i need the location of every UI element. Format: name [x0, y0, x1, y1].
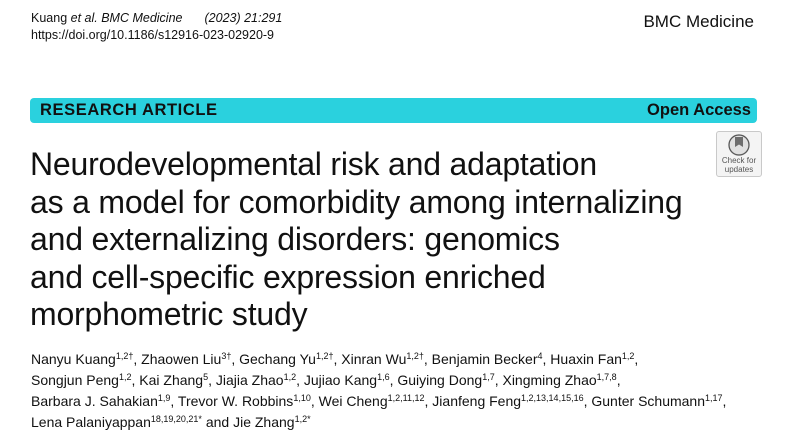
author-separator: , — [494, 372, 503, 388]
author-name[interactable]: Jiajia Zhao — [215, 372, 284, 388]
author-name[interactable]: Gechang Yu — [239, 351, 316, 367]
check-for-updates-line1: Check for — [721, 156, 757, 165]
author-separator: , — [616, 372, 621, 388]
author-line: Nanyu Kuang1,2†, Zhaowen Liu3†, Gechang … — [31, 349, 771, 370]
citation-authors: Kuang — [31, 11, 71, 25]
author-list: Nanyu Kuang1,2†, Zhaowen Liu3†, Gechang … — [31, 349, 771, 433]
author-separator: and — [201, 414, 234, 430]
citation-header: Kuang et al. BMC Medicine (2023) 21:291 h… — [31, 10, 282, 44]
title-line-3: and externalizing disorders: genomics — [30, 221, 560, 257]
article-title: Neurodevelopmental risk and adaptation a… — [30, 146, 760, 334]
author-separator: , — [310, 393, 319, 409]
author-separator: , — [542, 351, 551, 367]
title-line-1: Neurodevelopmental risk and adaptation — [30, 146, 597, 182]
author-affiliation-marks: 5 — [203, 372, 209, 382]
author-name[interactable]: Nanyu Kuang — [31, 351, 116, 367]
author-separator: , — [296, 372, 304, 388]
open-access-label: Open Access — [647, 101, 751, 119]
check-for-updates-line2: updates — [724, 165, 754, 174]
check-for-updates-icon — [728, 134, 750, 156]
author-name[interactable]: Kai Zhang — [139, 372, 204, 388]
author-affiliation-marks: 1,2,13,14,15,16 — [521, 393, 584, 403]
author-line: Songjun Peng1,2, Kai Zhang5, Jiajia Zhao… — [31, 370, 771, 391]
author-name[interactable]: Huaxin Fan — [550, 351, 622, 367]
author-affiliation-marks: 1,2 — [118, 372, 132, 382]
author-name[interactable]: Lena Palaniyappan — [31, 414, 151, 430]
title-line-4: and cell-specific expression enriched — [30, 258, 546, 295]
citation-line: Kuang et al. BMC Medicine (2023) 21:291 — [31, 10, 282, 27]
author-affiliation-marks: 1,7,8 — [596, 372, 617, 382]
doi-link[interactable]: https://doi.org/10.1186/s12916-023-02920… — [31, 28, 275, 42]
author-name[interactable]: Wei Cheng — [318, 393, 388, 409]
author-name[interactable]: Zhaowen Liu — [141, 351, 222, 367]
author-name[interactable]: Jujiao Kang — [303, 372, 378, 388]
author-name[interactable]: Songjun Peng — [31, 372, 119, 388]
author-name[interactable]: Guiying Dong — [397, 372, 483, 388]
article-type-label: RESEARCH ARTICLE — [40, 101, 218, 119]
author-affiliation-marks: 1,9 — [157, 393, 171, 403]
author-name[interactable]: Benjamin Becker — [431, 351, 538, 367]
article-type-banner: RESEARCH ARTICLE Open Access — [30, 98, 757, 123]
title-line-5: morphometric study — [30, 296, 308, 332]
author-affiliation-marks: 4 — [537, 351, 543, 361]
author-affiliation-marks: 1,7 — [482, 372, 495, 382]
author-separator: , — [424, 393, 433, 409]
author-affiliation-marks: 1,6 — [377, 372, 390, 382]
author-affiliation-marks: 3† — [221, 351, 232, 361]
author-separator: , — [231, 351, 240, 367]
author-separator: , — [131, 372, 140, 388]
citation-year-volume: (2023) 21:291 — [204, 11, 283, 25]
check-for-updates-button[interactable]: Check for updates — [716, 131, 762, 177]
author-affiliation-marks: 1,2,11,12 — [387, 393, 425, 403]
author-affiliation-marks: 1,2 — [283, 372, 297, 382]
author-name[interactable]: Trevor W. Robbins — [177, 393, 294, 409]
author-separator: , — [170, 393, 178, 409]
author-separator: , — [722, 393, 727, 409]
author-separator: , — [423, 351, 432, 367]
author-line: Barbara J. Sahakian1,9, Trevor W. Robbin… — [31, 391, 771, 412]
author-affiliation-marks: 18,19,20,21* — [150, 414, 202, 424]
author-name[interactable]: Barbara J. Sahakian — [31, 393, 158, 409]
author-affiliation-marks: 1,10 — [293, 393, 311, 403]
author-separator: , — [634, 351, 639, 367]
citation-et-al: et al. — [70, 11, 98, 25]
author-affiliation-marks: 1,2† — [115, 351, 134, 361]
author-separator: , — [583, 393, 592, 409]
author-name[interactable]: Xingming Zhao — [502, 372, 597, 388]
author-affiliation-marks: 1,2* — [294, 414, 311, 424]
author-name[interactable]: Jianfeng Feng — [432, 393, 522, 409]
author-affiliation-marks: 1,2† — [315, 351, 334, 361]
author-name[interactable]: Gunter Schumann — [591, 393, 705, 409]
author-affiliation-marks: 1,2† — [406, 351, 424, 361]
author-name[interactable]: Xinran Wu — [341, 351, 407, 367]
author-affiliation-marks: 1,2 — [621, 351, 635, 361]
author-line: Lena Palaniyappan18,19,20,21* and Jie Zh… — [31, 412, 771, 433]
journal-brand: BMC Medicine — [643, 12, 754, 31]
author-separator: , — [389, 372, 398, 388]
title-line-2: as a model for comorbidity among interna… — [30, 183, 683, 220]
author-separator: , — [208, 372, 216, 388]
author-separator: , — [333, 351, 342, 367]
author-name[interactable]: Jie Zhang — [233, 414, 295, 430]
citation-journal: BMC Medicine — [101, 11, 183, 25]
author-affiliation-marks: 1,17 — [705, 393, 723, 403]
author-separator: , — [133, 351, 142, 367]
